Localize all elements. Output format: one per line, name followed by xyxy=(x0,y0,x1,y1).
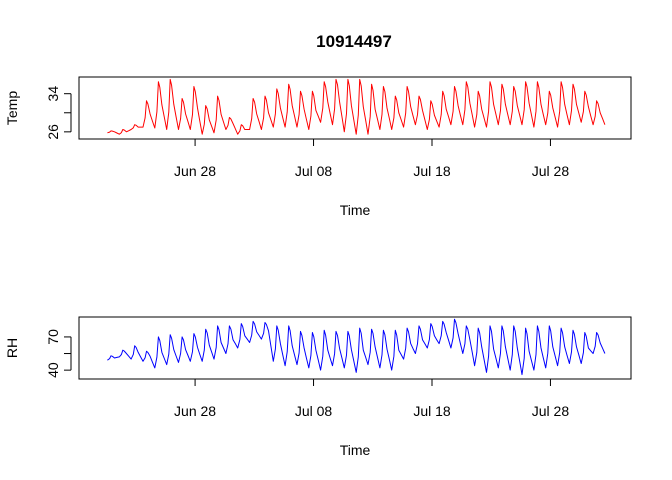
rh-y-tick-label: 40 xyxy=(45,362,61,378)
temp-x-tick-label: Jun 28 xyxy=(174,163,216,179)
temp-series-line xyxy=(107,78,606,135)
chart-title: 10914497 xyxy=(316,32,392,51)
rh-x-tick-label: Jun 28 xyxy=(174,403,216,419)
temp-y-tick-label: 34 xyxy=(45,86,61,102)
temp-plot-frame xyxy=(78,76,632,140)
rh-x-tick-label: Jul 08 xyxy=(295,403,333,419)
rh-panel: RH Time Jun 28 Jul 08 Jul 18 Jul 28 40 70 xyxy=(4,316,632,458)
rh-series-line xyxy=(107,318,606,376)
temp-y-axis-label: Temp xyxy=(4,91,20,125)
temp-panel: Temp Time Jun 28 Jul 08 Jul 18 Jul 28 26 34 xyxy=(4,76,632,218)
rh-y-axis-label: RH xyxy=(4,338,20,358)
temp-x-tick-label: Jul 28 xyxy=(532,163,570,179)
rh-x-axis-label: Time xyxy=(340,442,371,458)
rh-plot-frame xyxy=(78,316,632,380)
rh-x-tick-label: Jul 28 xyxy=(532,403,570,419)
rh-x-tick-label: Jul 18 xyxy=(413,403,451,419)
temp-x-tick-label: Jul 18 xyxy=(413,163,451,179)
temp-x-axis-label: Time xyxy=(340,202,371,218)
rh-y-tick-label: 70 xyxy=(45,329,61,345)
temp-x-tick-label: Jul 08 xyxy=(295,163,333,179)
temp-y-tick-label: 26 xyxy=(45,124,61,140)
